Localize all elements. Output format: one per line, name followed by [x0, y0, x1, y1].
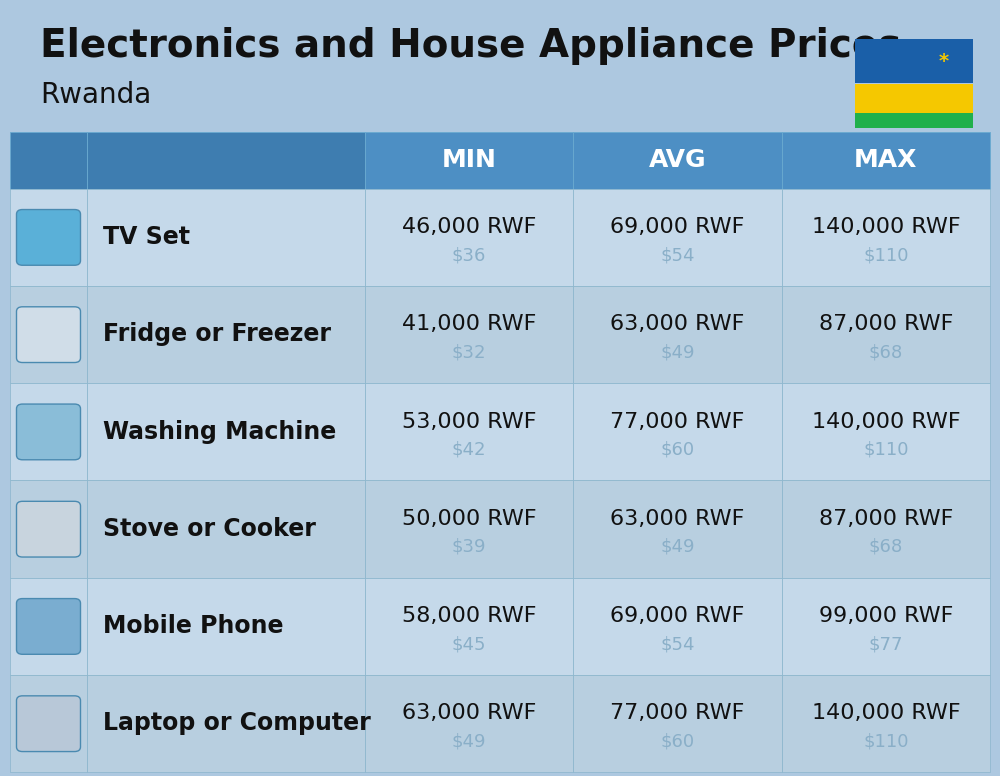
FancyBboxPatch shape — [10, 383, 87, 480]
FancyBboxPatch shape — [782, 132, 990, 189]
Text: 140,000 RWF: 140,000 RWF — [812, 703, 960, 723]
Text: 87,000 RWF: 87,000 RWF — [819, 314, 953, 334]
FancyBboxPatch shape — [365, 286, 573, 383]
FancyBboxPatch shape — [573, 675, 782, 772]
FancyBboxPatch shape — [87, 286, 365, 383]
Text: *: * — [938, 52, 949, 71]
Text: $49: $49 — [452, 733, 486, 750]
FancyBboxPatch shape — [16, 307, 80, 362]
Text: 63,000 RWF: 63,000 RWF — [402, 703, 536, 723]
FancyBboxPatch shape — [573, 189, 782, 286]
Text: AVG: AVG — [649, 148, 706, 172]
Text: 69,000 RWF: 69,000 RWF — [610, 606, 745, 626]
FancyBboxPatch shape — [10, 132, 87, 189]
FancyBboxPatch shape — [10, 286, 87, 383]
FancyBboxPatch shape — [365, 675, 573, 772]
Text: 69,000 RWF: 69,000 RWF — [610, 217, 745, 237]
Text: 58,000 RWF: 58,000 RWF — [402, 606, 536, 626]
FancyBboxPatch shape — [855, 39, 973, 84]
Text: $110: $110 — [863, 733, 909, 750]
Text: $60: $60 — [660, 733, 695, 750]
Text: $60: $60 — [660, 441, 695, 459]
Text: Fridge or Freezer: Fridge or Freezer — [103, 323, 331, 346]
Text: 46,000 RWF: 46,000 RWF — [402, 217, 536, 237]
Text: $45: $45 — [452, 635, 486, 653]
FancyBboxPatch shape — [782, 286, 990, 383]
Text: Laptop or Computer: Laptop or Computer — [103, 712, 371, 736]
Text: 140,000 RWF: 140,000 RWF — [812, 217, 960, 237]
FancyBboxPatch shape — [365, 577, 573, 675]
FancyBboxPatch shape — [855, 113, 973, 128]
Text: $49: $49 — [660, 343, 695, 362]
FancyBboxPatch shape — [573, 286, 782, 383]
FancyBboxPatch shape — [782, 383, 990, 480]
Text: $42: $42 — [452, 441, 486, 459]
FancyBboxPatch shape — [16, 404, 80, 459]
FancyBboxPatch shape — [87, 383, 365, 480]
Text: Washing Machine: Washing Machine — [103, 420, 336, 444]
Text: $110: $110 — [863, 441, 909, 459]
Text: $110: $110 — [863, 246, 909, 264]
Text: $32: $32 — [452, 343, 486, 362]
Text: 87,000 RWF: 87,000 RWF — [819, 509, 953, 529]
FancyBboxPatch shape — [87, 132, 365, 189]
FancyBboxPatch shape — [16, 696, 80, 751]
Text: Electronics and House Appliance Prices: Electronics and House Appliance Prices — [40, 27, 901, 65]
Text: 63,000 RWF: 63,000 RWF — [610, 509, 745, 529]
Text: Stove or Cooker: Stove or Cooker — [103, 517, 316, 541]
FancyBboxPatch shape — [16, 501, 80, 557]
FancyBboxPatch shape — [855, 84, 973, 113]
FancyBboxPatch shape — [10, 675, 87, 772]
Text: 140,000 RWF: 140,000 RWF — [812, 411, 960, 431]
FancyBboxPatch shape — [10, 577, 87, 675]
Text: TV Set: TV Set — [103, 225, 190, 249]
Text: 77,000 RWF: 77,000 RWF — [610, 411, 745, 431]
FancyBboxPatch shape — [16, 210, 80, 265]
Text: 77,000 RWF: 77,000 RWF — [610, 703, 745, 723]
FancyBboxPatch shape — [782, 675, 990, 772]
FancyBboxPatch shape — [87, 480, 365, 577]
Text: $49: $49 — [660, 538, 695, 556]
FancyBboxPatch shape — [16, 598, 80, 654]
Text: MIN: MIN — [442, 148, 497, 172]
FancyBboxPatch shape — [365, 189, 573, 286]
Text: Rwanda: Rwanda — [40, 81, 151, 109]
FancyBboxPatch shape — [87, 675, 365, 772]
Text: 53,000 RWF: 53,000 RWF — [402, 411, 536, 431]
FancyBboxPatch shape — [573, 383, 782, 480]
FancyBboxPatch shape — [87, 577, 365, 675]
FancyBboxPatch shape — [10, 480, 87, 577]
Text: $39: $39 — [452, 538, 486, 556]
Text: 63,000 RWF: 63,000 RWF — [610, 314, 745, 334]
Text: $68: $68 — [869, 343, 903, 362]
Text: $36: $36 — [452, 246, 486, 264]
FancyBboxPatch shape — [10, 189, 87, 286]
FancyBboxPatch shape — [365, 480, 573, 577]
FancyBboxPatch shape — [782, 480, 990, 577]
FancyBboxPatch shape — [365, 383, 573, 480]
FancyBboxPatch shape — [782, 577, 990, 675]
Text: MAX: MAX — [854, 148, 918, 172]
FancyBboxPatch shape — [573, 480, 782, 577]
Text: $68: $68 — [869, 538, 903, 556]
FancyBboxPatch shape — [365, 132, 573, 189]
Text: 50,000 RWF: 50,000 RWF — [402, 509, 536, 529]
Text: 41,000 RWF: 41,000 RWF — [402, 314, 536, 334]
FancyBboxPatch shape — [573, 577, 782, 675]
FancyBboxPatch shape — [782, 189, 990, 286]
Text: $77: $77 — [869, 635, 903, 653]
Text: Mobile Phone: Mobile Phone — [103, 615, 284, 638]
Text: $54: $54 — [660, 246, 695, 264]
Text: 99,000 RWF: 99,000 RWF — [819, 606, 953, 626]
Text: $54: $54 — [660, 635, 695, 653]
FancyBboxPatch shape — [573, 132, 782, 189]
FancyBboxPatch shape — [87, 189, 365, 286]
